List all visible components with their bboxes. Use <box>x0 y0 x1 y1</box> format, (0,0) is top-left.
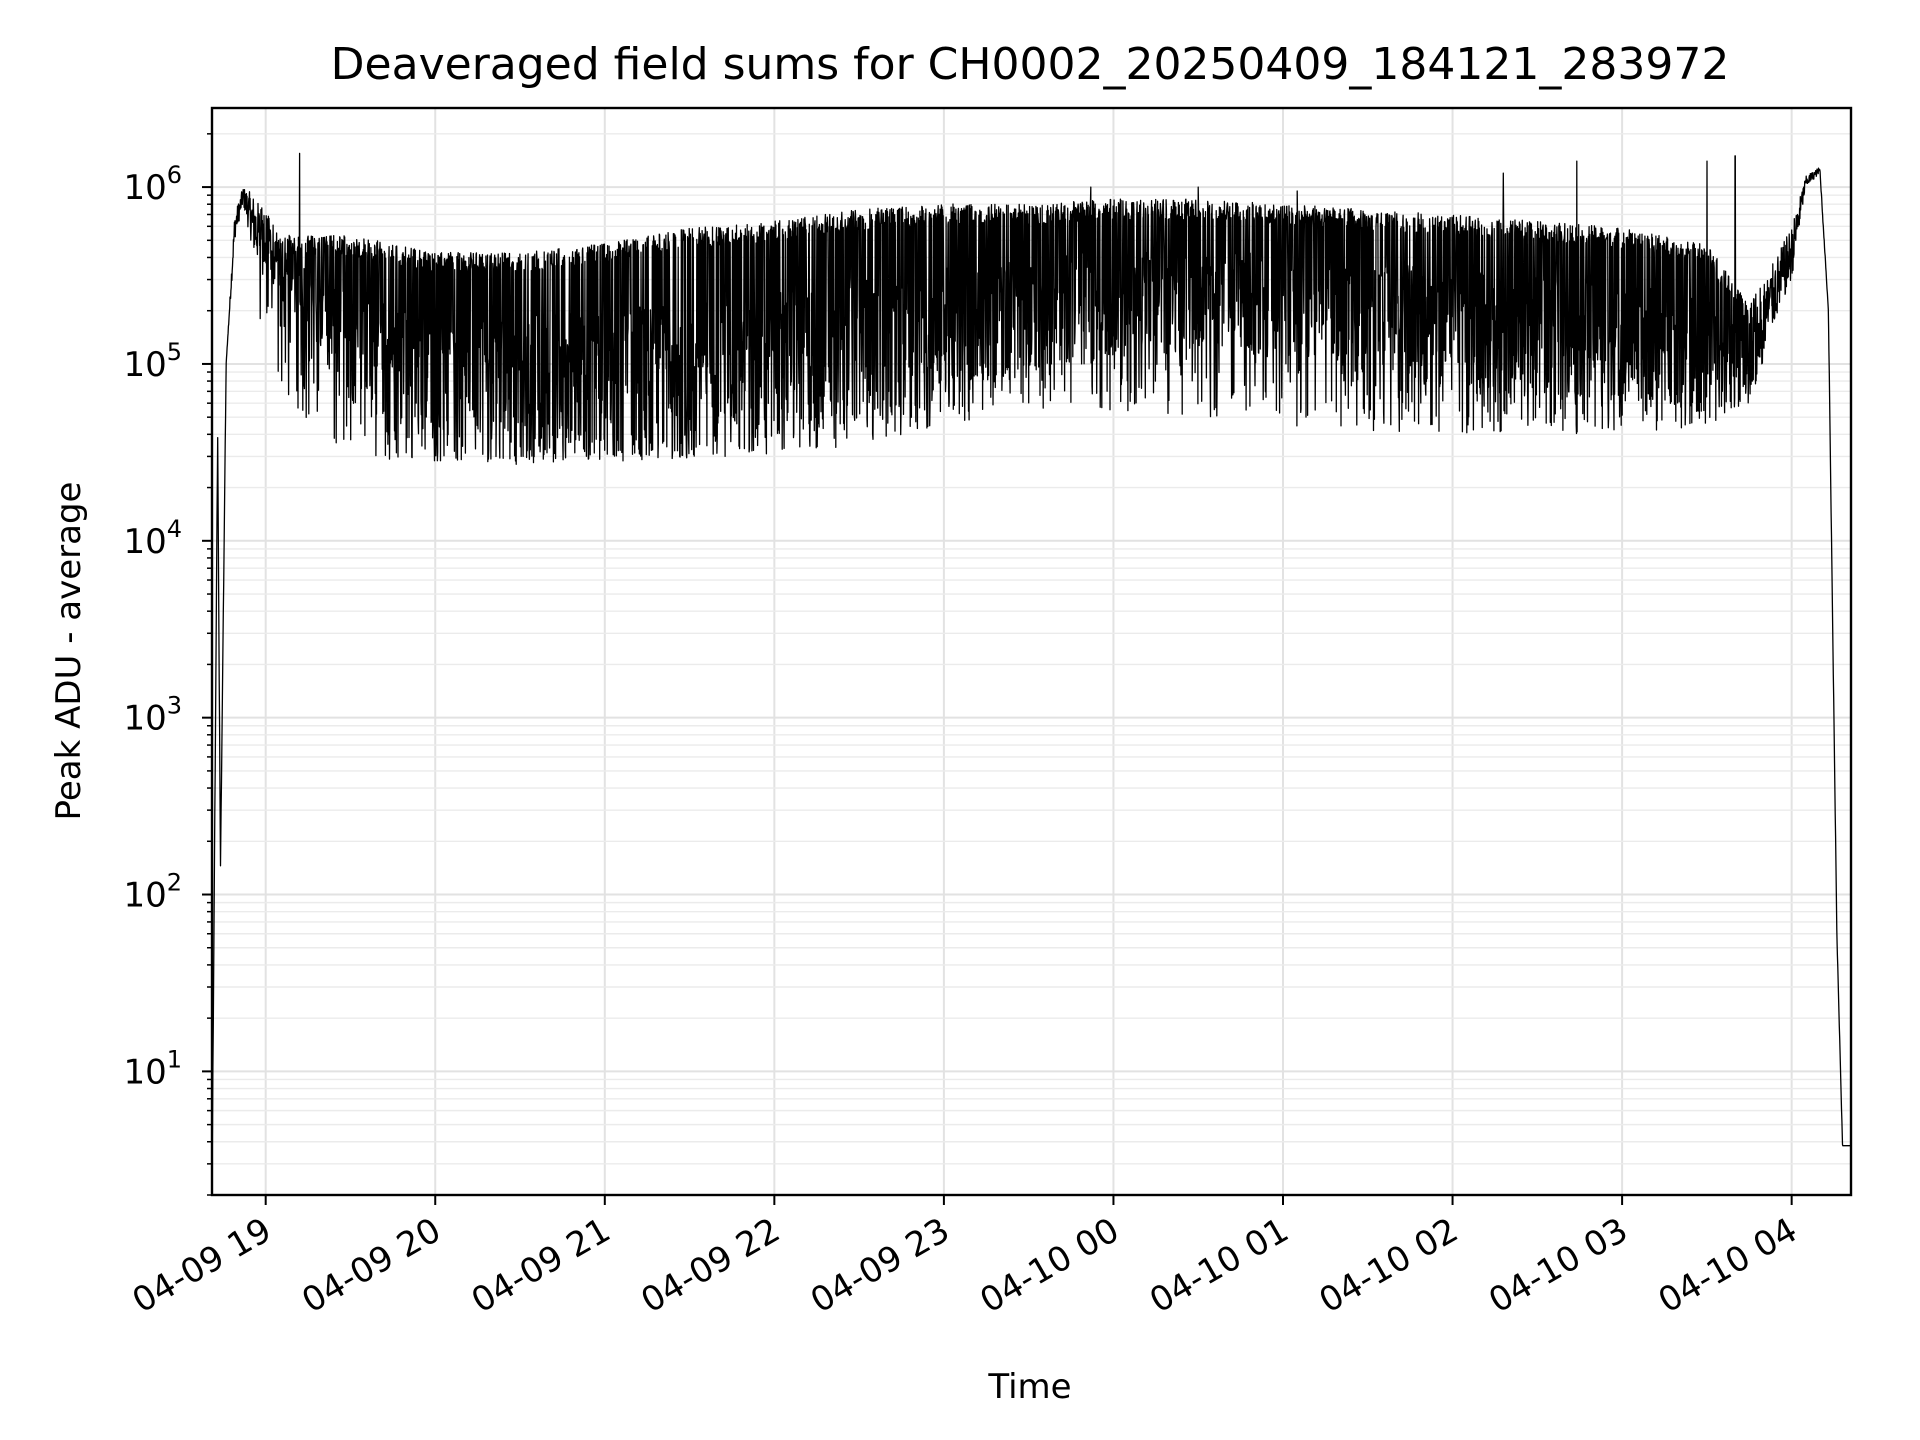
y-tick-label: 104 <box>123 515 182 562</box>
y-tick-label: 103 <box>123 692 182 739</box>
y-axis: 101 102 103 104 105 106 <box>123 133 212 1196</box>
y-tick-label: 105 <box>123 338 182 385</box>
chart-title: Deaveraged field sums for CH0002_2025040… <box>331 39 1730 90</box>
series-line <box>211 152 1852 1196</box>
y-tick-label: 102 <box>123 869 182 916</box>
y-axis-title: Peak ADU - average <box>49 482 89 821</box>
y-tick-label: 101 <box>123 1045 182 1092</box>
plot-frame <box>210 106 1853 1197</box>
plot-area <box>211 152 1852 1196</box>
x-axis-title: Time <box>987 1367 1071 1407</box>
y-tick-label: 106 <box>123 161 182 208</box>
